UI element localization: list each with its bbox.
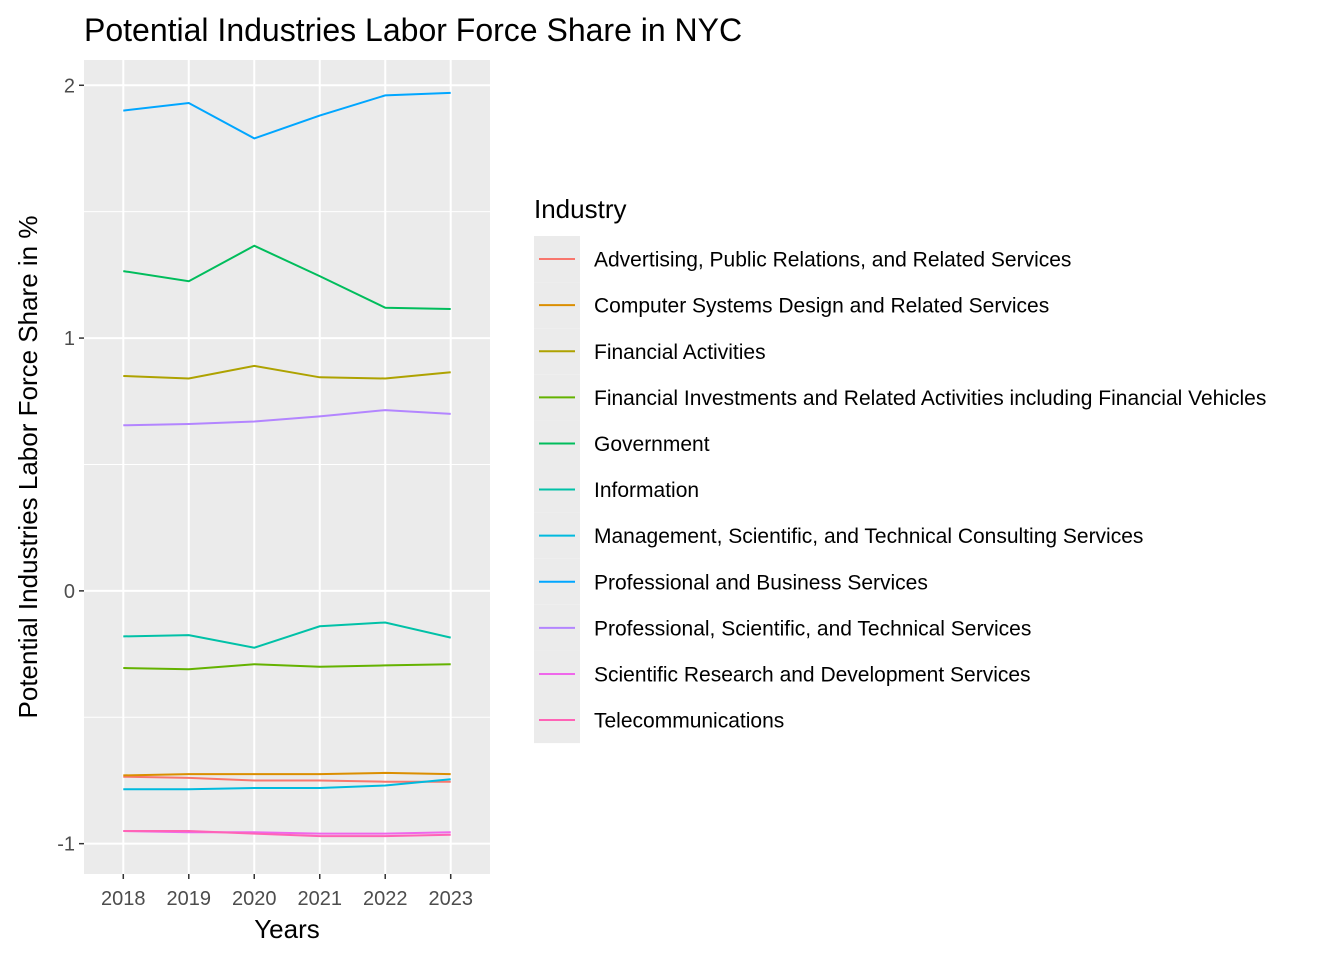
chart-title: Potential Industries Labor Force Share i…: [84, 12, 742, 48]
legend-label: Financial Investments and Related Activi…: [594, 387, 1266, 410]
x-tick-label: 2019: [167, 888, 212, 910]
legend-label: Computer Systems Design and Related Serv…: [594, 295, 1049, 318]
grid: [84, 60, 490, 874]
plot-panel: [84, 60, 490, 874]
legend-label: Advertising, Public Relations, and Relat…: [594, 249, 1071, 272]
legend: Advertising, Public Relations, and Relat…: [534, 236, 1266, 744]
y-tick-label: 2: [64, 75, 75, 97]
y-tick-label: 0: [64, 581, 75, 603]
series-line-1: [123, 775, 451, 783]
series-line-3: [123, 364, 451, 380]
series-lines: [123, 91, 451, 838]
y-axis-ticks: -1 0 1 2: [57, 75, 84, 856]
legend-label: Professional, Scientific, and Technical …: [594, 617, 1031, 640]
y-tick-label: -1: [57, 834, 75, 856]
legend-label: Scientific Research and Development Serv…: [594, 663, 1031, 686]
series-line-4: [123, 663, 451, 671]
x-axis-title: Years: [254, 914, 320, 944]
legend-label: Management, Scientific, and Technical Co…: [594, 525, 1143, 548]
legend-label: Information: [594, 479, 699, 502]
series-line-10: [123, 830, 451, 835]
series-line-9: [123, 409, 451, 427]
x-tick-label: 2021: [297, 888, 342, 910]
series-line-11: [123, 830, 451, 838]
legend-label: Professional and Business Services: [594, 571, 928, 594]
y-tick-label: 1: [64, 328, 75, 350]
y-axis-title: Potential Industries Labor Force Share i…: [13, 216, 43, 719]
legend-title: Industry: [534, 194, 627, 224]
series-line-5: [123, 244, 451, 310]
x-tick-label: 2020: [232, 888, 277, 910]
x-tick-label: 2018: [101, 888, 146, 910]
x-tick-label: 2023: [428, 888, 473, 910]
legend-label: Telecommunications: [594, 710, 784, 733]
legend-label: Financial Activities: [594, 341, 766, 364]
x-tick-label: 2022: [363, 888, 408, 910]
x-axis-ticks: 2018 2019 2020 2021 2022 2023: [101, 874, 473, 910]
series-line-6: [123, 621, 451, 649]
series-line-8: [123, 91, 451, 140]
series-line-2: [123, 771, 451, 777]
series-line-7: [123, 778, 451, 791]
legend-label: Government: [594, 433, 710, 456]
